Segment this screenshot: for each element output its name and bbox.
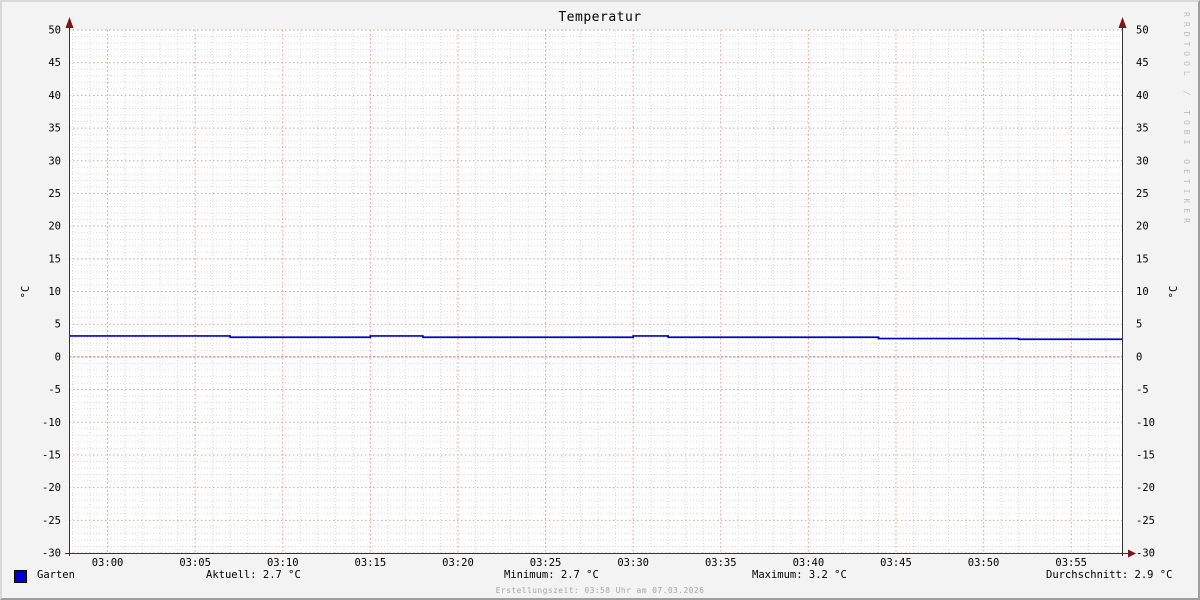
y-tick-label-left: 15: [48, 253, 61, 265]
legend-series-label: Garten: [37, 569, 75, 581]
y-tick-label-right: 0: [1136, 351, 1142, 363]
grid-major: [69, 29, 1122, 554]
x-tick-label: 03:00: [92, 557, 124, 569]
y-tick-label-left: -20: [42, 482, 61, 494]
y-tick-label-left: -30: [42, 548, 61, 560]
y-tick-label-right: 20: [1136, 221, 1149, 233]
y-tick-label-right: 35: [1136, 123, 1149, 135]
y-tick-label-right: -5: [1136, 384, 1149, 396]
y-tick-label-right: 50: [1136, 25, 1149, 37]
y-tick-label-left: 50: [48, 25, 61, 37]
x-tick-label: 03:45: [880, 557, 912, 569]
y-tick-label-left: 40: [48, 90, 61, 102]
legend-color-swatch: [14, 570, 27, 583]
x-tick-label: 03:55: [1055, 557, 1087, 569]
x-tick-label: 03:05: [179, 557, 211, 569]
y-tick-label-left: 45: [48, 57, 61, 69]
plot-canvas: [69, 30, 1122, 553]
y-tick-label-right: 15: [1136, 253, 1149, 265]
y-tick-label-left: -15: [42, 449, 61, 461]
x-tick-label: 03:40: [793, 557, 825, 569]
x-tick-label: 03:50: [968, 557, 1000, 569]
axes: [65, 26, 1128, 556]
y-axis-unit-right: °C: [1168, 285, 1180, 299]
y-tick-label-right: 40: [1136, 90, 1149, 102]
y-tick-label-left: 20: [48, 221, 61, 233]
y-tick-label-left: 30: [48, 155, 61, 167]
y-tick-label-right: -20: [1136, 482, 1155, 494]
x-tick-label: 03:10: [267, 557, 299, 569]
y-tick-label-left: 10: [48, 286, 61, 298]
series-line-garten: [69, 335, 1122, 341]
x-tick-label: 03:25: [530, 557, 562, 569]
y-tick-label-right: 30: [1136, 155, 1149, 167]
stat-maximum: Maximum: 3.2 °C: [752, 569, 847, 581]
y-tick-label-right: -30: [1136, 548, 1155, 560]
x-tick-label: 03:20: [442, 557, 474, 569]
y-tick-label-right: 45: [1136, 57, 1149, 69]
stat-minimum: Minimum: 2.7 °C: [504, 569, 599, 581]
y-tick-label-left: 25: [48, 188, 61, 200]
stat-aktuell: Aktuell: 2.7 °C: [206, 569, 301, 581]
x-tick-label: 03:30: [617, 557, 649, 569]
y-tick-label-right: -25: [1136, 515, 1155, 527]
y-tick-label-right: 25: [1136, 188, 1149, 200]
y-tick-label-left: -5: [48, 384, 61, 396]
rrdtool-watermark: RRDTOOL / TOBI OETIKER: [1182, 12, 1191, 228]
y-tick-label-right: -10: [1136, 417, 1155, 429]
y-axis-unit-left: °C: [20, 285, 32, 299]
y-tick-label-right: 5: [1136, 319, 1142, 331]
stat-durchschnitt: Durchschnitt: 2.9 °C: [1046, 569, 1173, 581]
y-tick-label-left: 5: [55, 319, 61, 331]
x-tick-label: 03:15: [355, 557, 387, 569]
y-tick-label-right: 10: [1136, 286, 1149, 298]
y-tick-label-left: -10: [42, 417, 61, 429]
y-tick-label-right: -15: [1136, 449, 1155, 461]
chart-title: Temperatur: [558, 10, 642, 25]
x-tick-label: 03:35: [705, 557, 737, 569]
y-tick-label-left: 35: [48, 123, 61, 135]
creation-timestamp: Erstellungszeit: 03:58 Uhr am 07.03.2026: [495, 586, 705, 595]
axis-arrows: [65, 17, 1136, 558]
legend-row: Garten Aktuell: 2.7 °C Minimum: 2.7 °C M…: [2, 568, 1198, 584]
y-tick-label-left: -25: [42, 515, 61, 527]
y-tick-label-left: 0: [55, 351, 61, 363]
